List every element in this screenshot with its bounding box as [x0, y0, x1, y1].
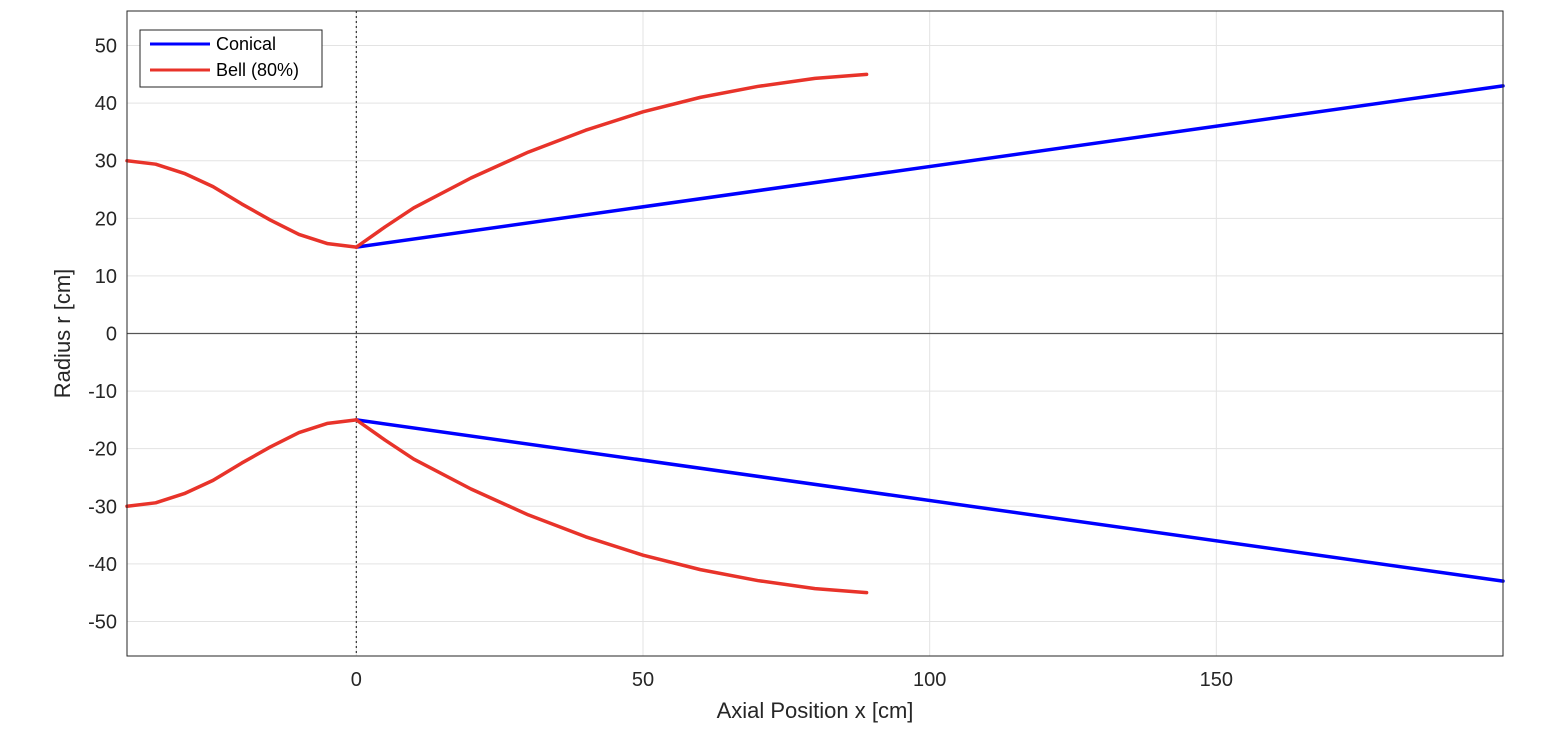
y-tick-label: -10 — [88, 381, 117, 403]
x-tick-label: 50 — [632, 669, 654, 691]
series-line-bell-1 — [354, 72, 869, 249]
y-tick-label: 20 — [95, 208, 117, 230]
y-tick-labels: 50 40 30 20 10 0 -10 -20 -30 -40 -50 — [88, 36, 117, 634]
y-tick-label: -40 — [88, 554, 117, 576]
y-tick-label: -30 — [88, 496, 117, 518]
series-lines — [125, 72, 1505, 595]
x-tick-labels: 0 50 100 150 — [351, 669, 1233, 691]
x-axis-label: Axial Position x [cm] — [717, 698, 914, 723]
x-tick-label: 100 — [913, 669, 946, 691]
series-line-bell-2 — [125, 418, 359, 509]
legend-box — [139, 29, 323, 88]
legend-label-conical: Conical — [216, 34, 276, 54]
legend: Conical Bell (80%) — [139, 29, 323, 88]
plot-frame — [126, 10, 1504, 657]
y-axis-label: Radius r [cm] — [50, 269, 75, 399]
y-tick-label: 40 — [95, 93, 117, 115]
y-tick-label: -20 — [88, 439, 117, 461]
y-tick-label: 0 — [106, 324, 117, 346]
y-tick-label: 10 — [95, 266, 117, 288]
series-line-conical-1 — [354, 418, 1505, 583]
y-tick-label: 50 — [95, 36, 117, 58]
legend-label-bell: Bell (80%) — [216, 60, 299, 80]
y-tick-label: -50 — [88, 611, 117, 633]
y-tick-label: 30 — [95, 151, 117, 173]
series-line-bell-3 — [354, 418, 869, 595]
series-line-bell-0 — [125, 158, 359, 249]
x-tick-label: 150 — [1200, 669, 1233, 691]
x-tick-label: 0 — [351, 669, 362, 691]
series-line-conical-0 — [354, 84, 1505, 249]
